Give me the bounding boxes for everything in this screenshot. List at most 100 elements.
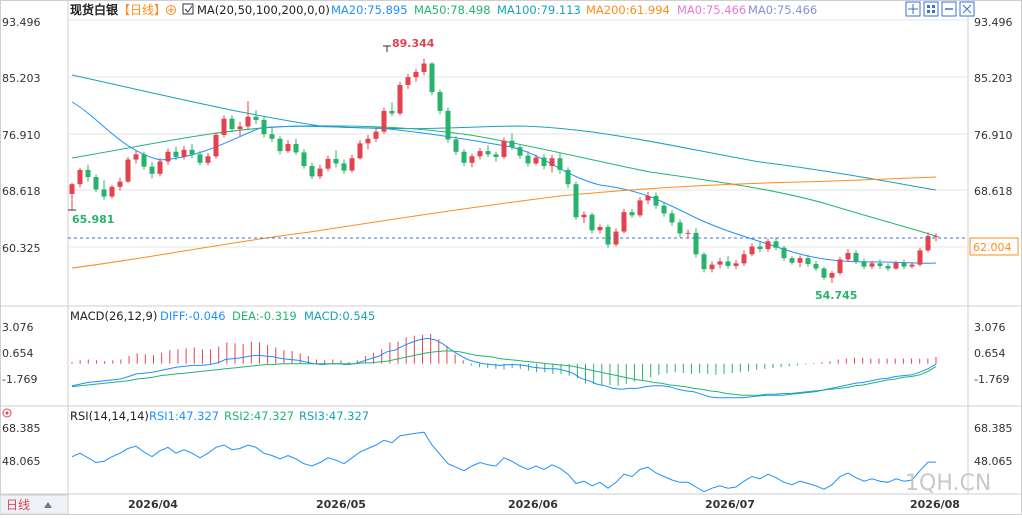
target-icon[interactable] bbox=[2, 408, 12, 418]
candle-body bbox=[565, 169, 571, 185]
candle-body bbox=[157, 161, 163, 174]
candle-body bbox=[357, 143, 363, 159]
candle-body bbox=[709, 264, 715, 270]
ma200-line bbox=[71, 176, 937, 269]
price-tick: 76.910 bbox=[2, 129, 41, 142]
ma100-value: MA100:79.113 bbox=[497, 3, 581, 17]
candle-body bbox=[829, 273, 835, 278]
ma0-value: MA0:75.466 bbox=[748, 3, 817, 17]
macd-tick: 0.654 bbox=[974, 347, 1006, 360]
candle-body bbox=[797, 258, 803, 263]
candle-body bbox=[133, 154, 139, 160]
candle-body bbox=[461, 151, 467, 163]
candle-body bbox=[533, 157, 539, 164]
time-tick: 2026/04 bbox=[128, 498, 178, 511]
candle-body bbox=[109, 186, 115, 197]
candle-body bbox=[733, 263, 739, 266]
candle-body bbox=[237, 126, 243, 130]
candle-body bbox=[261, 119, 267, 135]
ma-checkbox-icon[interactable] bbox=[182, 3, 194, 15]
price-axis-left: 93.496 85.203 76.910 68.618 60.325 bbox=[2, 16, 41, 255]
candle-body bbox=[485, 151, 491, 155]
candle-body bbox=[557, 158, 563, 170]
candle-body bbox=[405, 77, 411, 85]
price-tick: 85.203 bbox=[2, 72, 41, 85]
candle-body bbox=[253, 116, 259, 120]
high-label: 89.344 bbox=[392, 37, 435, 50]
candle-body bbox=[933, 236, 939, 238]
macd-legend: MACD(26,12,9) DIFF:-0.046 DEA:-0.319 MAC… bbox=[70, 309, 375, 323]
rsi-tick: 68.385 bbox=[974, 422, 1013, 435]
period-button[interactable]: 日线 bbox=[0, 494, 69, 515]
candle-body bbox=[701, 254, 707, 270]
candle-body bbox=[909, 264, 915, 267]
grid-icon[interactable] bbox=[923, 1, 939, 17]
candle-body bbox=[853, 252, 859, 262]
time-tick: 2026/08 bbox=[910, 498, 960, 511]
candle-body bbox=[117, 181, 123, 187]
price-tick: 76.910 bbox=[974, 129, 1013, 142]
price-tick: 68.618 bbox=[974, 185, 1013, 198]
candle-body bbox=[645, 195, 651, 201]
low-label: 54.745 bbox=[815, 289, 857, 302]
time-tick: 2026/06 bbox=[508, 498, 558, 511]
close-icon[interactable] bbox=[959, 1, 975, 17]
candle-body bbox=[677, 222, 683, 234]
candle-body bbox=[293, 143, 299, 153]
candle-body bbox=[381, 110, 387, 132]
candle-body bbox=[373, 131, 379, 139]
start-low-label: 65.981 bbox=[72, 213, 114, 226]
candle-body bbox=[77, 169, 83, 185]
candle-body bbox=[605, 227, 611, 245]
candle-body bbox=[85, 169, 91, 178]
period-button-label: 日线 bbox=[6, 498, 30, 512]
candle-body bbox=[685, 232, 691, 234]
rsi-legend: RSI(14,14,14) RSI1:47.327 RSI2:47.327 RS… bbox=[70, 409, 369, 423]
candle-body bbox=[333, 158, 339, 164]
minus-icon[interactable] bbox=[941, 1, 957, 17]
macd-tick: 3.076 bbox=[2, 321, 34, 334]
rsi-tick: 48.065 bbox=[2, 455, 41, 468]
candle-body bbox=[869, 263, 875, 267]
instrument-title: 现货白银 bbox=[70, 2, 119, 17]
rsi1-value: RSI1:47.327 bbox=[149, 409, 219, 423]
crosshair-icon[interactable] bbox=[905, 1, 921, 17]
circle-plus-icon[interactable] bbox=[166, 5, 176, 15]
candle-body bbox=[597, 227, 603, 231]
macd-diff-value: DIFF:-0.046 bbox=[160, 309, 226, 323]
ma20-value: MA20:75.895 bbox=[331, 3, 408, 17]
candle-body bbox=[213, 134, 219, 157]
period-label[interactable]: 【日线】 bbox=[118, 3, 166, 17]
candle-body bbox=[525, 155, 531, 164]
price-tick: 85.203 bbox=[974, 72, 1013, 85]
current-price-tag: 62.004 bbox=[973, 241, 1012, 254]
candle-body bbox=[861, 261, 867, 267]
candle-body bbox=[453, 139, 459, 152]
candle-body bbox=[317, 168, 323, 177]
rsi2-value: RSI2:47.327 bbox=[224, 409, 294, 423]
ma-params: MA(20,50,100,200,0,0) bbox=[197, 3, 330, 17]
candle-body bbox=[413, 71, 419, 78]
moving-average-lines bbox=[71, 74, 937, 269]
high-marker bbox=[383, 45, 391, 52]
candle-body bbox=[477, 151, 483, 157]
candle-body bbox=[389, 110, 395, 114]
candle-body bbox=[165, 151, 171, 162]
candle-body bbox=[893, 262, 899, 269]
candle-body bbox=[717, 261, 723, 265]
price-tick: 60.325 bbox=[2, 242, 41, 255]
triangle-up-icon bbox=[44, 502, 52, 508]
candle-body bbox=[493, 154, 499, 157]
candle-body bbox=[629, 212, 635, 216]
price-tick: 93.496 bbox=[974, 16, 1013, 29]
candle-body bbox=[365, 138, 371, 144]
candle-body bbox=[517, 147, 523, 156]
candle-body bbox=[101, 189, 107, 197]
candle-body bbox=[397, 84, 403, 114]
candle-body bbox=[437, 92, 443, 111]
candle-body bbox=[509, 140, 515, 148]
candle-body bbox=[149, 166, 155, 174]
macd-diff-line bbox=[71, 337, 937, 399]
